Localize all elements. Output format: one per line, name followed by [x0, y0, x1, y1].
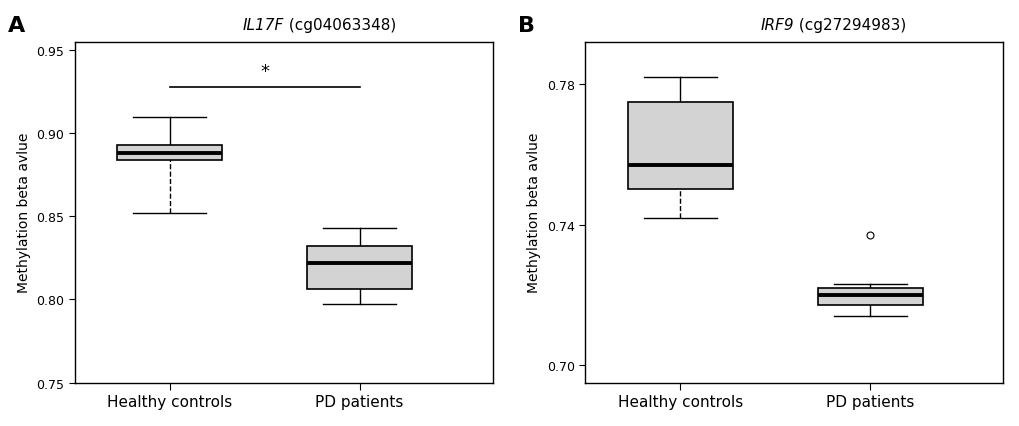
Y-axis label: Methylation beta avlue: Methylation beta avlue: [527, 133, 541, 293]
Y-axis label: Methylation beta avlue: Methylation beta avlue: [16, 133, 31, 293]
Bar: [628, 102, 732, 190]
Text: IL17F: IL17F: [243, 18, 283, 33]
Text: (cg27294983): (cg27294983): [794, 18, 906, 33]
Text: B: B: [518, 16, 535, 36]
Bar: [117, 146, 222, 161]
Bar: [817, 288, 921, 305]
Text: IRF9: IRF9: [760, 18, 794, 33]
Text: (cg04063348): (cg04063348): [283, 18, 395, 33]
Text: *: *: [260, 63, 269, 81]
Bar: [307, 247, 412, 290]
Text: A: A: [8, 16, 25, 36]
